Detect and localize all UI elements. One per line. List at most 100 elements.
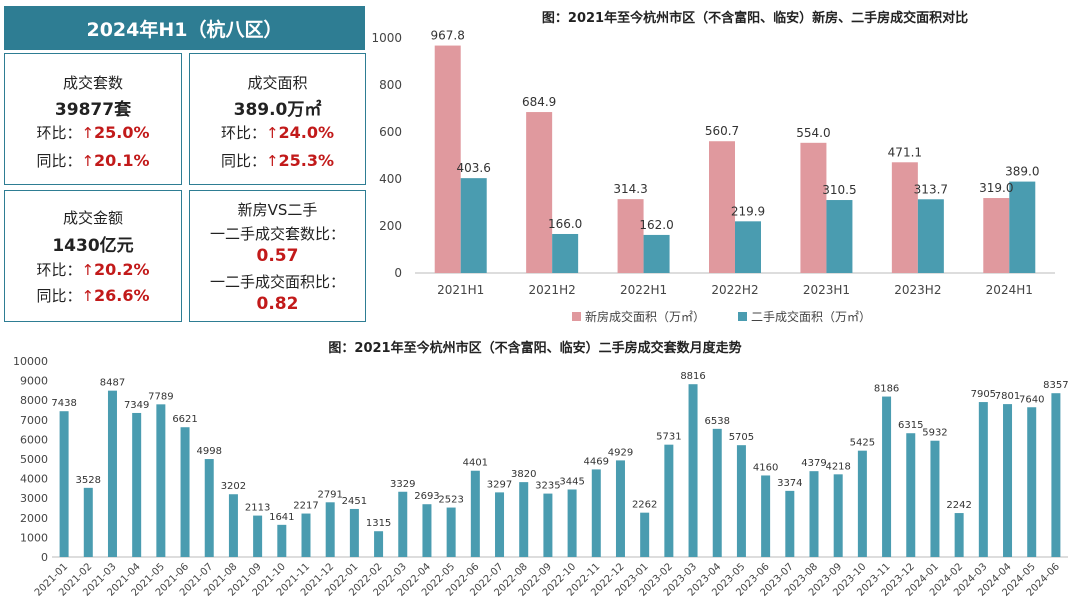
x-tick-label: 2021H1 bbox=[437, 283, 484, 297]
bar-month bbox=[906, 433, 916, 557]
data-label: 314.3 bbox=[613, 182, 647, 196]
chart-title: 图：2021年至今杭州市区（不含富阳、临安）新房、二手房成交面积对比 bbox=[542, 10, 968, 26]
area-mom-label: 环比： bbox=[220, 124, 266, 142]
y-tick-label: 10000 bbox=[13, 355, 48, 368]
bar-month bbox=[253, 515, 263, 557]
area-value: 389.0万㎡ bbox=[233, 100, 322, 120]
data-label: 2113 bbox=[245, 503, 270, 514]
data-label: 3374 bbox=[777, 478, 802, 489]
y-tick-label: 0 bbox=[41, 551, 48, 564]
bar-month bbox=[761, 475, 771, 557]
bar-month bbox=[107, 390, 117, 557]
area-yoy-value: 25.3% bbox=[278, 151, 335, 170]
area-yoy: 同比：↑25.3% bbox=[190, 150, 365, 171]
bar-new-home bbox=[891, 162, 918, 273]
y-tick-label: 0 bbox=[394, 266, 402, 280]
compare-card: 新房VS二手 一二手成交套数比： 0.57 一二手成交面积比： 0.82 bbox=[189, 190, 366, 322]
bar-month bbox=[954, 513, 964, 557]
deals-mom-label: 环比： bbox=[36, 124, 82, 142]
bar-new-home bbox=[983, 198, 1010, 273]
amount-mom-value: 20.2% bbox=[94, 260, 150, 279]
data-label: 5705 bbox=[729, 432, 754, 443]
bar-month bbox=[1027, 407, 1037, 557]
data-label: 4379 bbox=[801, 458, 826, 469]
monthly-deals-chart: 图：2021年至今杭州市区（不含富阳、临安）二手房成交套数月度走势 0 1000 20… bbox=[13, 340, 1069, 599]
bar-month bbox=[325, 502, 335, 557]
bar-month bbox=[1051, 393, 1061, 557]
data-label: 2242 bbox=[946, 500, 971, 511]
amount-yoy-value: 26.6% bbox=[94, 286, 150, 305]
amount-value: 1430亿元 bbox=[52, 236, 134, 256]
bar-second-hand bbox=[1009, 181, 1036, 273]
bar-second-hand bbox=[460, 178, 487, 273]
data-label: 554.0 bbox=[796, 126, 830, 140]
data-label: 7789 bbox=[148, 391, 173, 402]
x-tick-label: 2021H2 bbox=[529, 283, 576, 297]
legend-swatch-second-hand bbox=[738, 312, 747, 321]
data-label: 471.1 bbox=[888, 145, 922, 159]
up-arrow-icon: ↑ bbox=[81, 287, 95, 305]
legend-label-second-hand: 二手成交面积（万㎡） bbox=[751, 309, 871, 324]
data-label: 7438 bbox=[51, 398, 76, 409]
bar-month bbox=[785, 490, 795, 557]
data-label: 319.0 bbox=[979, 181, 1013, 195]
bar-month bbox=[398, 491, 408, 557]
y-tick-label: 1000 bbox=[20, 531, 48, 544]
data-label: 4929 bbox=[608, 447, 633, 458]
y-tick-label: 9000 bbox=[20, 375, 48, 388]
bar-month bbox=[567, 489, 577, 557]
bar-month bbox=[349, 508, 359, 557]
area-mom: 环比：↑24.0% bbox=[190, 122, 365, 143]
data-label: 389.0 bbox=[1005, 165, 1039, 179]
bar-second-hand bbox=[917, 199, 944, 273]
y-tick-label: 8000 bbox=[20, 394, 48, 407]
y-tick-label: 400 bbox=[379, 172, 402, 186]
data-label: 3297 bbox=[487, 479, 512, 490]
y-tick-label: 2000 bbox=[20, 512, 48, 525]
bar-new-home bbox=[617, 199, 644, 273]
bar-month bbox=[470, 470, 480, 557]
y-tick-label: 200 bbox=[379, 219, 402, 233]
ratio2-value: 0.82 bbox=[256, 294, 299, 314]
data-label: 560.7 bbox=[705, 124, 739, 138]
data-label: 5425 bbox=[850, 438, 875, 449]
data-label: 3445 bbox=[559, 476, 584, 487]
data-label: 2451 bbox=[342, 496, 367, 507]
data-label: 8487 bbox=[100, 378, 125, 389]
up-arrow-icon: ↑ bbox=[265, 152, 279, 170]
amount-card: 成交金额 1430亿元 环比：↑20.2% 同比：↑26.6% bbox=[4, 190, 182, 322]
bar-new-home bbox=[526, 112, 553, 274]
bar-month bbox=[664, 444, 674, 557]
amount-yoy-label: 同比： bbox=[36, 287, 82, 305]
area-mom-value: 24.0% bbox=[278, 123, 335, 142]
bar-second-hand bbox=[735, 221, 761, 273]
x-tick-label: 2022H2 bbox=[711, 283, 758, 297]
amount-mom-label: 环比： bbox=[36, 261, 82, 279]
data-label: 3528 bbox=[76, 475, 101, 486]
bar-month bbox=[446, 507, 456, 557]
ratio1-label: 一二手成交套数比： bbox=[209, 225, 345, 243]
bar-month bbox=[615, 460, 625, 557]
bar-month bbox=[59, 411, 69, 557]
y-tick-label: 3000 bbox=[20, 492, 48, 505]
amount-mom: 环比：↑20.2% bbox=[5, 259, 181, 280]
bar-month bbox=[688, 384, 698, 557]
bar-month bbox=[132, 412, 142, 557]
y-tick-label: 800 bbox=[379, 78, 402, 92]
deals-yoy-label: 同比： bbox=[36, 152, 82, 170]
bar-month bbox=[374, 531, 384, 557]
data-label: 2262 bbox=[632, 500, 657, 511]
amount-yoy: 同比：↑26.6% bbox=[5, 285, 181, 306]
up-arrow-icon: ↑ bbox=[81, 261, 95, 279]
bar-second-hand bbox=[826, 200, 853, 273]
deals-mom: 环比：↑25.0% bbox=[5, 122, 181, 143]
chart-title: 图：2021年至今杭州市区（不含富阳、临安）二手房成交套数月度走势 bbox=[328, 340, 741, 356]
bar-month bbox=[591, 469, 601, 557]
x-tick-label: 2022H1 bbox=[620, 283, 667, 297]
data-label: 1641 bbox=[269, 512, 294, 523]
deals-yoy: 同比：↑20.1% bbox=[5, 150, 181, 171]
deals-mom-value: 25.0% bbox=[94, 123, 150, 142]
bar-month bbox=[543, 493, 553, 557]
y-tick-label: 7000 bbox=[20, 414, 48, 427]
ratio2-label: 一二手成交面积比： bbox=[209, 273, 345, 291]
